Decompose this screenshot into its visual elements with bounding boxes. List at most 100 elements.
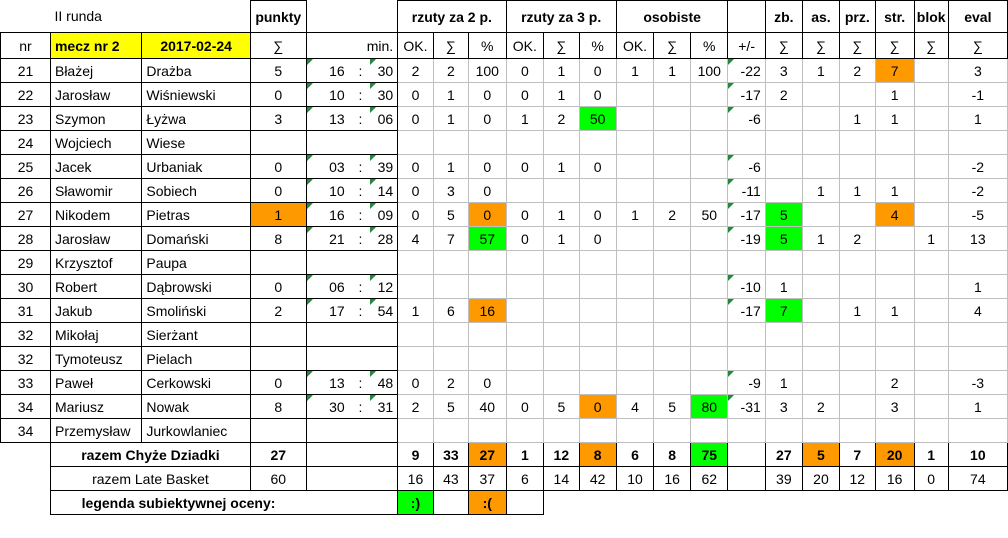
player-first-name: Tymoteusz <box>49 346 143 371</box>
player-row: 27 Nikodem Pietras 1 16:09 0 5 0 0 1 0 1 2 50 -17 5 4 -5 <box>0 202 1008 227</box>
stat-p3ok <box>505 298 545 323</box>
stat-ftok <box>615 346 655 371</box>
seconds-value <box>370 322 399 347</box>
stat-ftt <box>653 250 692 275</box>
player-number: 34 <box>0 418 51 443</box>
stat-ftt: 5 <box>653 394 692 419</box>
stat-p2t <box>432 418 470 443</box>
legend-row: legenda subiektywnej oceny::):( <box>1 490 1008 515</box>
stat-ftok <box>615 418 655 443</box>
player-first-name: Jarosław <box>49 226 143 251</box>
header-ft-pct: % <box>690 32 729 59</box>
stat-ftok <box>615 130 655 155</box>
stat-p3p <box>578 370 617 395</box>
stat-pm: -11 <box>727 178 766 203</box>
player-last-name: Wiese <box>141 130 251 155</box>
stat-ftt <box>653 130 692 155</box>
minutes-value <box>325 322 351 347</box>
stat-p2t <box>432 130 470 155</box>
stat-as <box>801 130 841 155</box>
stat-p2ok <box>397 322 434 347</box>
legend-good-swatch: :) <box>397 490 434 515</box>
stat-p2p: 0 <box>468 370 507 395</box>
totals-as: 5 <box>801 442 841 467</box>
stat-prz <box>839 274 876 299</box>
stat-p3p <box>578 178 617 203</box>
stat-p3t: 1 <box>543 226 580 251</box>
points-cell: 5 <box>249 58 307 83</box>
minutes-separator: : <box>350 226 371 251</box>
stat-pm: -19 <box>727 226 766 251</box>
player-first-name: Nikodem <box>49 202 143 227</box>
player-last-name: Sobiech <box>141 178 251 203</box>
totals-p2ok: 9 <box>397 442 434 467</box>
stat-p3t <box>543 322 580 347</box>
minutes-value: 13 <box>325 106 351 131</box>
stat-p2p: 100 <box>468 58 507 83</box>
points-cell <box>249 418 307 443</box>
totals-blok: 0 <box>913 466 949 491</box>
totals-points: 27 <box>249 442 307 467</box>
points-cell <box>249 130 307 155</box>
stat-str: 1 <box>874 106 915 131</box>
stat-str <box>874 250 915 275</box>
points-cell: 2 <box>249 298 307 323</box>
stat-ftt <box>653 418 692 443</box>
stat-ftok <box>615 178 655 203</box>
stat-p2ok <box>397 418 434 443</box>
match-label: mecz nr 2 <box>49 32 143 59</box>
seconds-value <box>370 418 399 443</box>
totals-p2ok: 16 <box>397 466 434 491</box>
minutes-flag-cell <box>305 250 326 275</box>
stat-str: 4 <box>874 202 915 227</box>
stat-p3ok <box>505 322 545 347</box>
header-p2-ok: OK. <box>397 32 434 59</box>
stat-eval: 1 <box>947 274 1008 299</box>
stat-p3p: 0 <box>578 82 617 107</box>
stat-p2t: 1 <box>432 106 470 131</box>
points-cell: 0 <box>249 370 307 395</box>
minutes-separator: : <box>350 82 371 107</box>
stat-p3p <box>578 322 617 347</box>
minutes-separator <box>350 322 371 347</box>
player-number: 27 <box>0 202 51 227</box>
player-last-name: Paupa <box>141 250 251 275</box>
stat-eval: 1 <box>947 394 1008 419</box>
stat-p2p <box>468 250 507 275</box>
stat-eval: -1 <box>947 82 1008 107</box>
header-eval-sum: ∑ <box>947 32 1008 59</box>
totals-str: 20 <box>874 442 915 467</box>
totals-ftt: 8 <box>653 442 692 467</box>
player-number: 32 <box>0 322 51 347</box>
stat-str: 3 <box>874 394 915 419</box>
stat-p3t <box>543 298 580 323</box>
stat-str <box>874 418 915 443</box>
stat-prz <box>839 130 876 155</box>
minutes-value: 16 <box>325 202 351 227</box>
player-last-name: Smoliński <box>141 298 251 323</box>
totals-p2p: 37 <box>468 466 507 491</box>
stat-p3ok <box>505 274 545 299</box>
stat-zb <box>764 106 803 131</box>
stat-ftt <box>653 154 692 179</box>
player-row: 21 Błażej Drażba 5 16:30 2 2 100 0 1 0 1 1 100 -22 3 1 2 7… <box>0 58 1008 83</box>
player-row: 23 Szymon Łyżwa 3 13:06 0 1 0 1 2 50 -6 1 1 1 <box>0 106 1008 131</box>
stat-p3t <box>543 274 580 299</box>
stat-ftp: 100 <box>690 58 729 83</box>
stat-p3ok: 1 <box>505 106 545 131</box>
stat-blok <box>913 418 949 443</box>
stat-prz <box>839 418 876 443</box>
player-row: 25 Jacek Urbaniak 0 03:39 0 1 0 0 1 0 -6 -2 <box>0 154 1008 179</box>
minutes-separator: : <box>350 58 371 83</box>
stat-as <box>801 418 841 443</box>
minutes-flag-cell <box>305 58 326 83</box>
stat-ftok <box>615 106 655 131</box>
stat-p3t: 5 <box>543 394 580 419</box>
header-p2-sum: ∑ <box>432 32 470 59</box>
header-ft-ok: OK. <box>615 32 655 59</box>
match-date: 2017-02-24 <box>141 32 251 59</box>
stat-zb: 2 <box>764 82 803 107</box>
stat-ftt: 2 <box>653 202 692 227</box>
stat-p3ok: 0 <box>505 394 545 419</box>
stat-blok <box>913 130 949 155</box>
